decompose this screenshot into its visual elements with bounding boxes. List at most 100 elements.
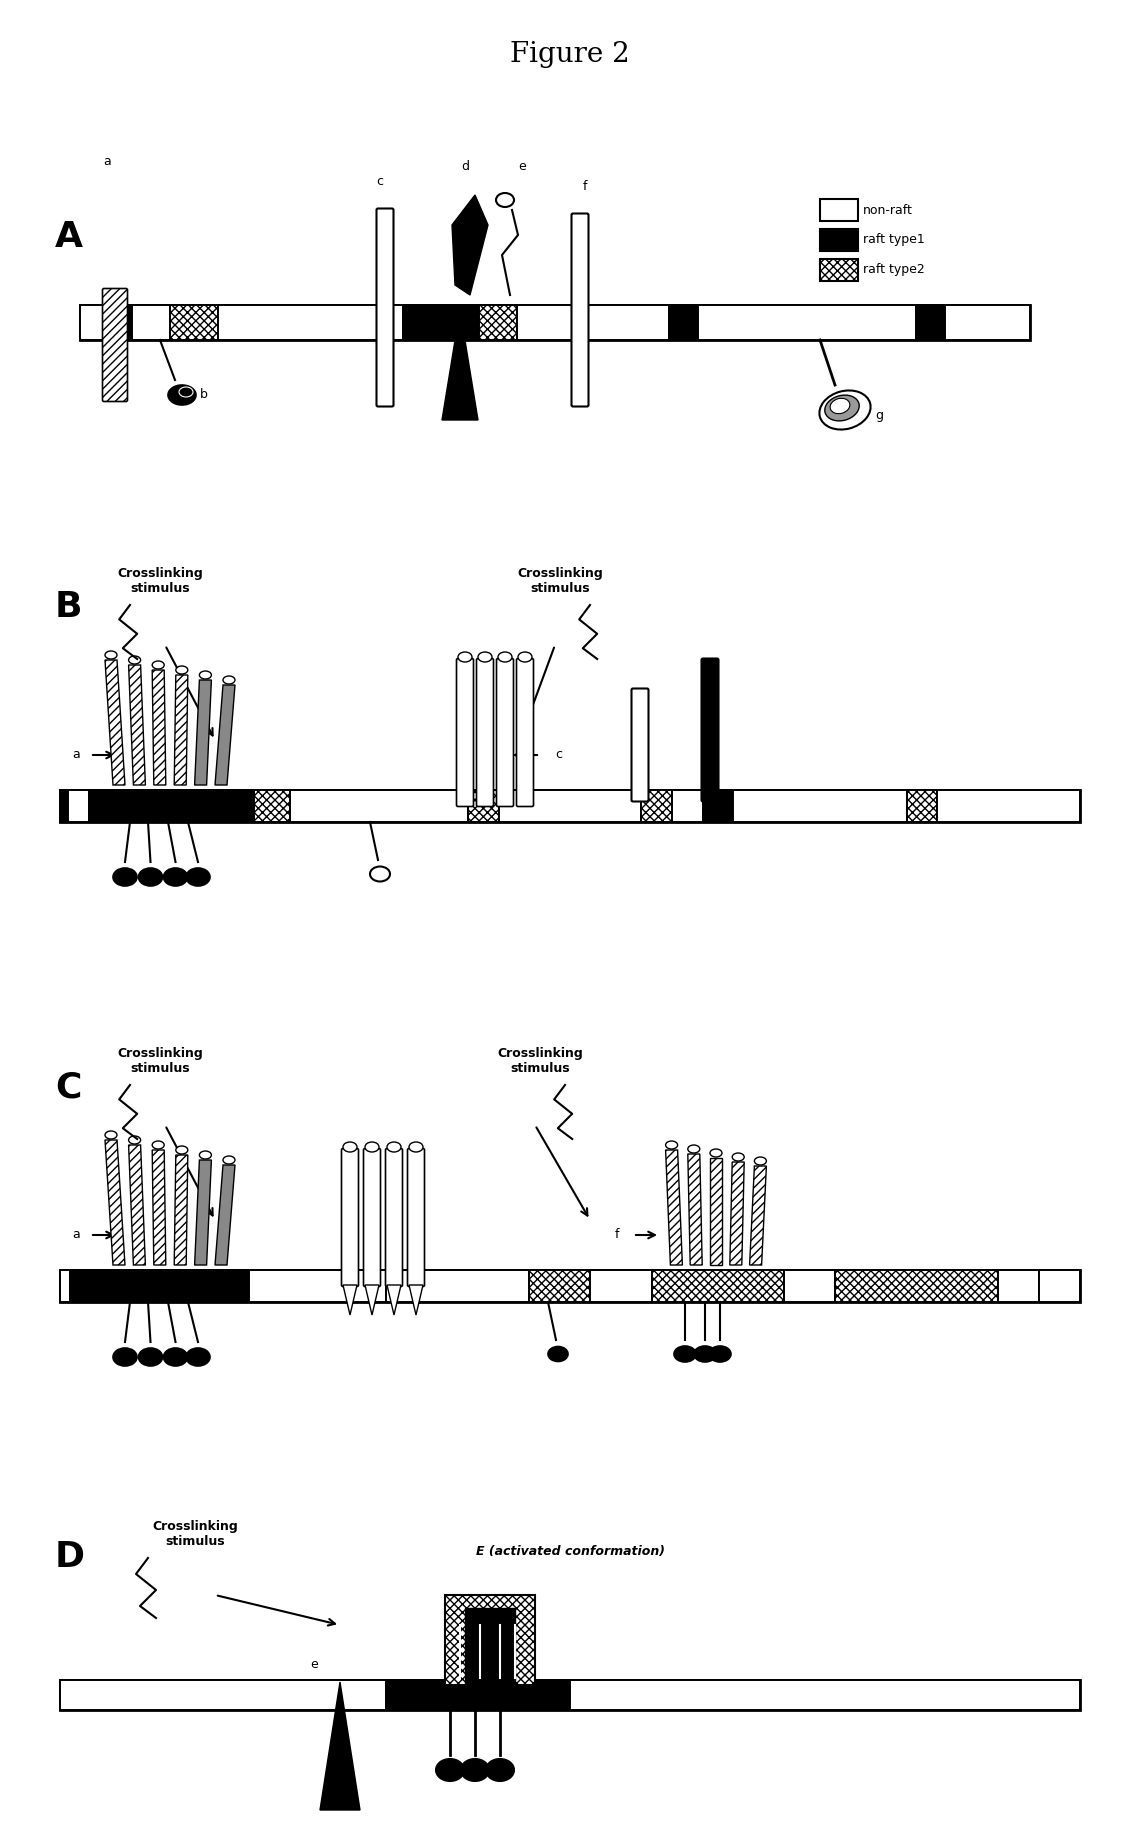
Text: e: e xyxy=(310,1659,318,1672)
Text: f: f xyxy=(583,179,587,192)
Polygon shape xyxy=(409,1286,423,1315)
Ellipse shape xyxy=(709,1346,731,1361)
FancyBboxPatch shape xyxy=(477,659,494,807)
Ellipse shape xyxy=(486,1758,514,1781)
Text: Crosslinking
stimulus: Crosslinking stimulus xyxy=(518,567,603,595)
Bar xyxy=(445,1596,535,1684)
Ellipse shape xyxy=(200,670,211,680)
Bar xyxy=(1040,1271,1080,1302)
Ellipse shape xyxy=(105,650,117,659)
Bar xyxy=(733,791,906,822)
Polygon shape xyxy=(215,685,235,785)
Ellipse shape xyxy=(113,868,137,887)
Ellipse shape xyxy=(435,1758,464,1781)
Bar xyxy=(119,305,132,340)
Bar xyxy=(529,1271,591,1302)
Polygon shape xyxy=(687,1154,702,1265)
Ellipse shape xyxy=(365,1141,378,1153)
Ellipse shape xyxy=(820,390,871,430)
Ellipse shape xyxy=(674,1346,697,1361)
Bar xyxy=(917,305,945,340)
Polygon shape xyxy=(343,1286,357,1315)
Text: g: g xyxy=(876,408,884,421)
Bar xyxy=(249,1271,386,1302)
Ellipse shape xyxy=(129,1136,140,1143)
Ellipse shape xyxy=(548,1346,568,1361)
FancyBboxPatch shape xyxy=(376,209,393,406)
Bar xyxy=(71,1271,90,1302)
Bar xyxy=(60,1681,1080,1710)
Ellipse shape xyxy=(138,1348,163,1367)
Ellipse shape xyxy=(518,652,532,661)
Bar xyxy=(80,305,1031,340)
Bar xyxy=(999,1271,1040,1302)
Bar xyxy=(170,305,218,340)
Polygon shape xyxy=(666,1151,683,1265)
Text: Crosslinking
stimulus: Crosslinking stimulus xyxy=(497,1047,583,1075)
Ellipse shape xyxy=(223,1156,235,1164)
Ellipse shape xyxy=(179,388,193,397)
Bar xyxy=(820,199,858,222)
FancyBboxPatch shape xyxy=(497,659,513,807)
FancyBboxPatch shape xyxy=(103,288,128,401)
Bar xyxy=(906,791,937,822)
Polygon shape xyxy=(320,1683,360,1810)
Ellipse shape xyxy=(200,1151,211,1160)
Text: non-raft: non-raft xyxy=(863,203,913,216)
Ellipse shape xyxy=(186,868,210,887)
Text: Crosslinking
stimulus: Crosslinking stimulus xyxy=(152,1520,238,1548)
Text: f: f xyxy=(614,1228,619,1241)
Text: a: a xyxy=(103,155,111,168)
Bar xyxy=(784,1271,836,1302)
Ellipse shape xyxy=(163,868,187,887)
FancyBboxPatch shape xyxy=(701,659,718,802)
Polygon shape xyxy=(174,1154,188,1265)
Bar xyxy=(60,791,1080,822)
Bar xyxy=(60,791,68,822)
Bar xyxy=(386,1271,529,1302)
Text: c: c xyxy=(376,175,383,188)
Bar xyxy=(68,791,89,822)
Polygon shape xyxy=(153,1151,165,1265)
Polygon shape xyxy=(195,1160,211,1265)
Bar xyxy=(465,1609,515,1683)
Polygon shape xyxy=(365,1286,378,1315)
Ellipse shape xyxy=(153,1141,164,1149)
Text: e: e xyxy=(518,161,526,174)
Ellipse shape xyxy=(409,1141,423,1153)
Ellipse shape xyxy=(223,676,235,683)
Ellipse shape xyxy=(687,1145,700,1153)
Polygon shape xyxy=(750,1165,766,1265)
Polygon shape xyxy=(386,1286,401,1315)
Polygon shape xyxy=(105,659,125,785)
Bar xyxy=(652,1271,784,1302)
Bar xyxy=(99,791,254,822)
Text: A: A xyxy=(55,220,83,255)
Text: D: D xyxy=(55,1540,86,1574)
FancyBboxPatch shape xyxy=(516,659,534,807)
Text: c: c xyxy=(555,748,562,761)
Ellipse shape xyxy=(129,656,140,665)
Ellipse shape xyxy=(113,1348,137,1367)
Text: d: d xyxy=(461,161,469,174)
Polygon shape xyxy=(129,665,146,785)
FancyBboxPatch shape xyxy=(407,1149,424,1287)
Bar xyxy=(89,791,99,822)
Ellipse shape xyxy=(710,1149,722,1156)
Bar xyxy=(80,305,119,340)
Text: B: B xyxy=(55,589,82,624)
Ellipse shape xyxy=(755,1156,766,1165)
Bar xyxy=(820,229,858,251)
Ellipse shape xyxy=(732,1153,744,1162)
Ellipse shape xyxy=(343,1141,357,1153)
Ellipse shape xyxy=(163,1348,187,1367)
Polygon shape xyxy=(195,680,211,785)
Polygon shape xyxy=(105,1140,125,1265)
Bar xyxy=(498,791,642,822)
FancyBboxPatch shape xyxy=(571,214,588,406)
Bar xyxy=(254,791,290,822)
Bar xyxy=(702,791,733,822)
Ellipse shape xyxy=(458,652,472,661)
Text: Crosslinking
stimulus: Crosslinking stimulus xyxy=(117,567,203,595)
Text: b: b xyxy=(200,388,207,401)
